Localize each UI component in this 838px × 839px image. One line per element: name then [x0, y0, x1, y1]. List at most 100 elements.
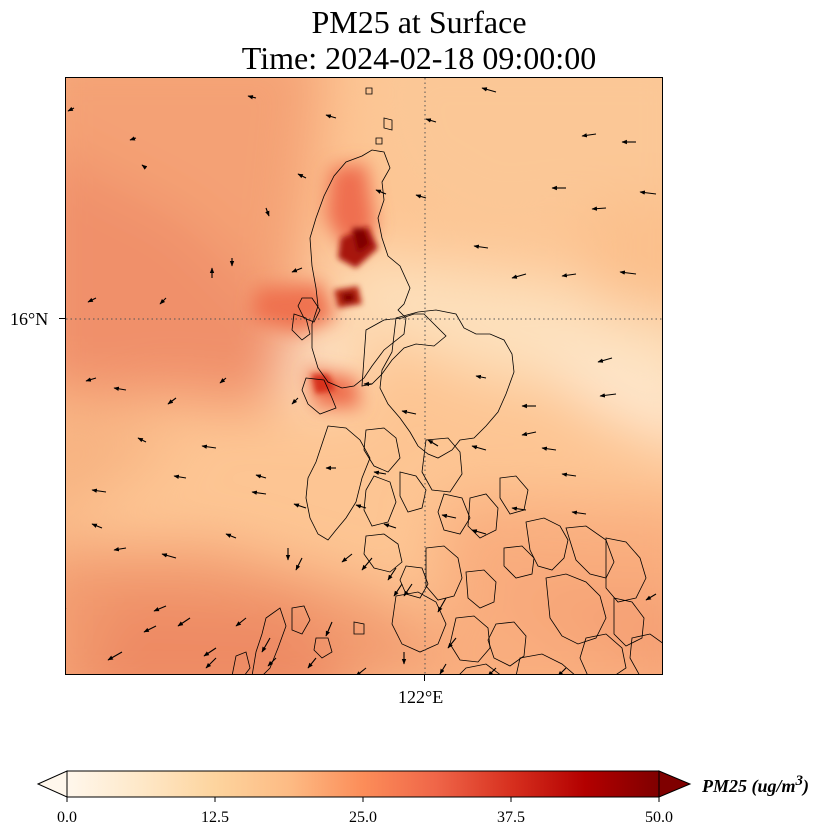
wind-arrow: [473, 244, 489, 249]
wind-arrow: [387, 567, 397, 581]
colorbar-tick-label: 37.5: [497, 809, 525, 826]
wind-arrow: [619, 270, 637, 275]
wind-arrow: [561, 472, 577, 477]
wind-arrow: [383, 523, 397, 529]
longitude-tick-label: 122°E: [398, 687, 444, 707]
wind-arrow: [67, 106, 75, 112]
wind-arrow: [415, 194, 427, 199]
wind-arrow: [295, 557, 303, 571]
wind-arrow: [541, 446, 557, 451]
wind-arrow: [161, 553, 177, 559]
wind-arrow: [177, 617, 191, 627]
wind-arrow: [437, 597, 447, 613]
wind-arrow: [471, 529, 487, 535]
wind-arrow: [297, 173, 307, 179]
map-panel: [65, 77, 663, 675]
wind-arrow: [201, 444, 217, 449]
wind-arrow: [137, 437, 147, 443]
wind-arrow: [487, 667, 497, 674]
lon-tick: [424, 675, 425, 681]
wind-arrow: [425, 118, 437, 123]
wind-arrow: [173, 474, 187, 479]
wind-arrow: [393, 583, 403, 597]
wind-arrow: [87, 297, 97, 303]
colorbar-label-text: PM25 (ug/m: [702, 776, 796, 796]
wind-arrow: [293, 503, 307, 509]
colorbar-tick-label: 12.5: [201, 809, 229, 826]
wind-arrow: [167, 397, 177, 405]
lat-tick: [59, 318, 65, 319]
wind-arrow: [427, 439, 439, 447]
map-title: PM25 at Surface: [311, 4, 527, 40]
wind-arrow: [481, 87, 497, 93]
wind-arrow: [471, 445, 487, 451]
wind-arrow: [205, 657, 217, 669]
wind-arrow: [439, 663, 447, 674]
wind-arrow: [261, 637, 271, 653]
wind-arrow: [159, 297, 167, 305]
wind-arrow: [475, 374, 487, 380]
wind-arrow: [375, 189, 387, 195]
wind-arrow: [403, 583, 413, 597]
colorbar-label-superscript: 3: [795, 773, 804, 789]
wind-arrow: [325, 114, 337, 119]
wind-arrow: [521, 431, 537, 437]
wind-arrow: [203, 647, 217, 657]
wind-arrow: [373, 470, 387, 475]
wind-arrow: [441, 513, 457, 519]
wind-arrow: [251, 490, 267, 495]
coastlines: [231, 87, 662, 674]
wind-arrow: [355, 667, 367, 674]
colorbar-label: PM25 (ug/m3): [702, 773, 809, 797]
wind-arrow: [265, 207, 270, 217]
wind-arrow: [107, 651, 123, 661]
wind-arrow: [645, 593, 657, 601]
wind-arrow: [597, 357, 613, 363]
wind-arrow: [235, 617, 247, 627]
wind-arrow: [401, 409, 417, 415]
wind-arrow: [219, 377, 227, 384]
wind-arrow: [143, 625, 157, 633]
wind-arrow: [361, 557, 373, 571]
wind-arrow: [581, 133, 597, 138]
wind-arrow: [571, 510, 587, 515]
colorbar-label-suffix: ): [803, 776, 810, 796]
map-subtitle: Time: 2024-02-18 09:00:00: [241, 40, 597, 76]
wind-arrow: [91, 523, 103, 529]
wind-arrow: [113, 386, 127, 391]
wind-arrow: [291, 267, 303, 273]
wind-arrow: [599, 393, 617, 398]
wind-arrow: [307, 657, 317, 669]
wind-arrow: [91, 488, 107, 493]
wind-arrow: [557, 667, 567, 674]
wind-arrow: [447, 637, 457, 649]
wind-arrow: [225, 533, 237, 539]
pm25-field: [66, 78, 662, 674]
wind-arrow: [639, 190, 657, 195]
wind-arrow: [85, 377, 97, 382]
wind-arrow: [561, 273, 577, 278]
wind-arrow: [355, 504, 367, 509]
wind-arrow: [267, 657, 277, 667]
colorbar-tick-label: 25.0: [349, 809, 377, 826]
latitude-tick-label: 16°N: [10, 309, 49, 329]
wind-arrow: [341, 553, 353, 563]
wind-vectors: [66, 87, 657, 674]
map-canvas: [66, 78, 662, 674]
wind-arrow: [255, 474, 267, 479]
wind-arrow: [511, 273, 527, 279]
wind-arrow: [247, 95, 257, 100]
colorbar-extend-low: [36, 770, 68, 798]
colorbar-gradient: [66, 770, 660, 798]
wind-arrow: [129, 136, 137, 141]
colorbar: [36, 770, 692, 802]
wind-arrow: [153, 605, 167, 612]
wind-arrow: [113, 547, 127, 552]
wind-arrow: [141, 164, 148, 170]
graticule: [66, 78, 662, 674]
wind-arrow: [511, 506, 527, 511]
colorbar-extend-high: [658, 770, 692, 798]
wind-arrow: [291, 397, 299, 405]
colorbar-tick-label: 50.0: [645, 809, 673, 826]
wind-arrow: [325, 621, 333, 637]
